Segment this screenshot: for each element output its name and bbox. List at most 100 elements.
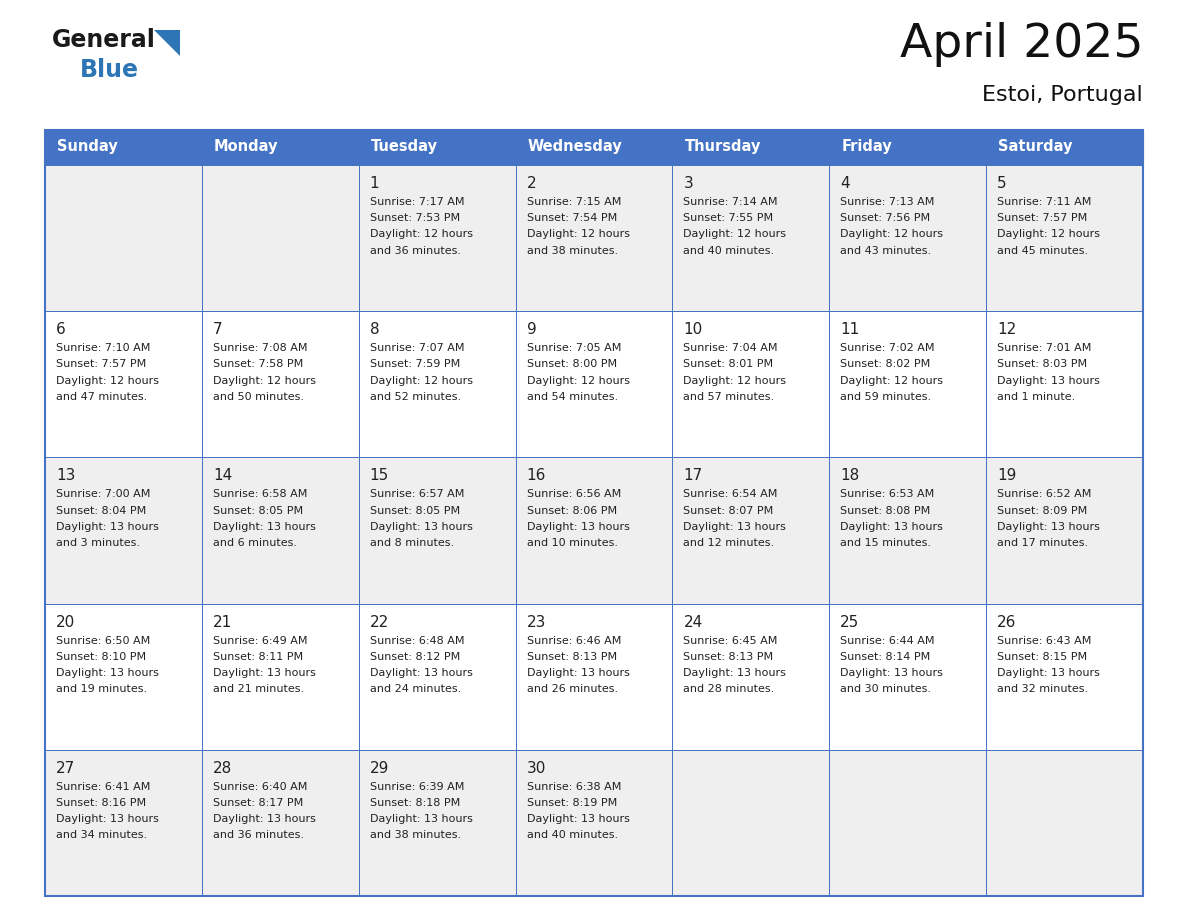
- Text: and 1 minute.: and 1 minute.: [997, 392, 1075, 402]
- Text: Daylight: 13 hours: Daylight: 13 hours: [213, 521, 316, 532]
- Text: Sunset: 8:01 PM: Sunset: 8:01 PM: [683, 360, 773, 369]
- Text: Sunrise: 7:11 AM: Sunrise: 7:11 AM: [997, 197, 1092, 207]
- Text: and 40 minutes.: and 40 minutes.: [526, 831, 618, 840]
- Bar: [45, 130, 1143, 896]
- Bar: [359, 750, 516, 896]
- Text: 9: 9: [526, 322, 536, 337]
- Text: Daylight: 12 hours: Daylight: 12 hours: [526, 375, 630, 386]
- Bar: [202, 165, 359, 311]
- Text: Sunrise: 6:46 AM: Sunrise: 6:46 AM: [526, 635, 621, 645]
- Text: Daylight: 13 hours: Daylight: 13 hours: [526, 668, 630, 678]
- Text: Sunrise: 6:39 AM: Sunrise: 6:39 AM: [369, 782, 465, 792]
- Text: 18: 18: [840, 468, 860, 484]
- Text: Daylight: 13 hours: Daylight: 13 hours: [997, 521, 1100, 532]
- Text: Sunrise: 6:58 AM: Sunrise: 6:58 AM: [213, 489, 308, 499]
- Bar: [202, 750, 359, 896]
- Text: Saturday: Saturday: [998, 140, 1073, 154]
- Bar: [829, 311, 986, 457]
- Bar: [986, 604, 1143, 750]
- Bar: [202, 604, 359, 750]
- Text: and 52 minutes.: and 52 minutes.: [369, 392, 461, 402]
- Text: 20: 20: [56, 614, 75, 630]
- Text: 5: 5: [997, 176, 1006, 191]
- Text: Sunset: 8:00 PM: Sunset: 8:00 PM: [526, 360, 617, 369]
- Text: Blue: Blue: [80, 58, 139, 82]
- Text: Sunrise: 6:45 AM: Sunrise: 6:45 AM: [683, 635, 778, 645]
- Text: Sunrise: 7:05 AM: Sunrise: 7:05 AM: [526, 343, 621, 353]
- Text: and 26 minutes.: and 26 minutes.: [526, 684, 618, 694]
- Text: Sunrise: 6:56 AM: Sunrise: 6:56 AM: [526, 489, 621, 499]
- Text: 1: 1: [369, 176, 379, 191]
- Text: Daylight: 12 hours: Daylight: 12 hours: [840, 230, 943, 240]
- Text: Sunset: 8:05 PM: Sunset: 8:05 PM: [369, 506, 460, 516]
- Text: Sunset: 8:16 PM: Sunset: 8:16 PM: [56, 798, 146, 808]
- Text: Sunrise: 7:04 AM: Sunrise: 7:04 AM: [683, 343, 778, 353]
- Text: Sunrise: 7:15 AM: Sunrise: 7:15 AM: [526, 197, 621, 207]
- Text: Sunrise: 6:48 AM: Sunrise: 6:48 AM: [369, 635, 465, 645]
- Text: 11: 11: [840, 322, 860, 337]
- Bar: [672, 750, 829, 896]
- Text: and 30 minutes.: and 30 minutes.: [840, 684, 931, 694]
- Text: Sunset: 7:55 PM: Sunset: 7:55 PM: [683, 213, 773, 223]
- Text: 22: 22: [369, 614, 388, 630]
- Text: Sunset: 8:06 PM: Sunset: 8:06 PM: [526, 506, 617, 516]
- Text: 26: 26: [997, 614, 1017, 630]
- Text: Sunrise: 6:44 AM: Sunrise: 6:44 AM: [840, 635, 935, 645]
- Text: Daylight: 13 hours: Daylight: 13 hours: [526, 521, 630, 532]
- Text: Sunrise: 6:54 AM: Sunrise: 6:54 AM: [683, 489, 778, 499]
- Text: Sunrise: 6:40 AM: Sunrise: 6:40 AM: [213, 782, 308, 792]
- Text: and 47 minutes.: and 47 minutes.: [56, 392, 147, 402]
- Text: and 3 minutes.: and 3 minutes.: [56, 538, 140, 548]
- Text: and 32 minutes.: and 32 minutes.: [997, 684, 1088, 694]
- Bar: [672, 130, 829, 165]
- Text: Sunrise: 7:07 AM: Sunrise: 7:07 AM: [369, 343, 465, 353]
- Bar: [986, 130, 1143, 165]
- Bar: [986, 311, 1143, 457]
- Polygon shape: [154, 30, 181, 56]
- Text: 23: 23: [526, 614, 546, 630]
- Text: and 50 minutes.: and 50 minutes.: [213, 392, 304, 402]
- Text: and 40 minutes.: and 40 minutes.: [683, 246, 775, 255]
- Text: Daylight: 13 hours: Daylight: 13 hours: [369, 521, 473, 532]
- Text: Sunset: 8:05 PM: Sunset: 8:05 PM: [213, 506, 303, 516]
- Text: Daylight: 12 hours: Daylight: 12 hours: [997, 230, 1100, 240]
- Bar: [672, 165, 829, 311]
- Text: Sunset: 8:15 PM: Sunset: 8:15 PM: [997, 652, 1087, 662]
- Text: 13: 13: [56, 468, 75, 484]
- Text: 12: 12: [997, 322, 1017, 337]
- Text: and 28 minutes.: and 28 minutes.: [683, 684, 775, 694]
- Text: Sunset: 8:09 PM: Sunset: 8:09 PM: [997, 506, 1087, 516]
- Text: Sunrise: 6:52 AM: Sunrise: 6:52 AM: [997, 489, 1092, 499]
- Text: Sunset: 8:11 PM: Sunset: 8:11 PM: [213, 652, 303, 662]
- Text: Sunset: 7:56 PM: Sunset: 7:56 PM: [840, 213, 930, 223]
- Text: Sunset: 7:54 PM: Sunset: 7:54 PM: [526, 213, 617, 223]
- Text: Daylight: 13 hours: Daylight: 13 hours: [683, 521, 786, 532]
- Text: Sunrise: 7:10 AM: Sunrise: 7:10 AM: [56, 343, 151, 353]
- Text: Daylight: 12 hours: Daylight: 12 hours: [213, 375, 316, 386]
- Text: 7: 7: [213, 322, 222, 337]
- Text: Thursday: Thursday: [684, 140, 760, 154]
- Bar: [202, 130, 359, 165]
- Text: 21: 21: [213, 614, 232, 630]
- Bar: [359, 165, 516, 311]
- Bar: [986, 165, 1143, 311]
- Text: General: General: [52, 28, 156, 52]
- Bar: [672, 604, 829, 750]
- Text: and 12 minutes.: and 12 minutes.: [683, 538, 775, 548]
- Text: Sunset: 7:53 PM: Sunset: 7:53 PM: [369, 213, 460, 223]
- Text: Sunset: 7:59 PM: Sunset: 7:59 PM: [369, 360, 460, 369]
- Text: Sunset: 8:07 PM: Sunset: 8:07 PM: [683, 506, 773, 516]
- Text: and 57 minutes.: and 57 minutes.: [683, 392, 775, 402]
- Text: and 43 minutes.: and 43 minutes.: [840, 246, 931, 255]
- Text: Sunrise: 6:41 AM: Sunrise: 6:41 AM: [56, 782, 151, 792]
- Text: Sunset: 8:17 PM: Sunset: 8:17 PM: [213, 798, 303, 808]
- Text: Daylight: 13 hours: Daylight: 13 hours: [997, 668, 1100, 678]
- Text: Sunset: 8:10 PM: Sunset: 8:10 PM: [56, 652, 146, 662]
- Text: and 34 minutes.: and 34 minutes.: [56, 831, 147, 840]
- Bar: [45, 165, 202, 311]
- Text: Daylight: 13 hours: Daylight: 13 hours: [56, 814, 159, 824]
- Text: 16: 16: [526, 468, 546, 484]
- Text: Sunset: 8:12 PM: Sunset: 8:12 PM: [369, 652, 460, 662]
- Bar: [516, 604, 672, 750]
- Bar: [672, 457, 829, 604]
